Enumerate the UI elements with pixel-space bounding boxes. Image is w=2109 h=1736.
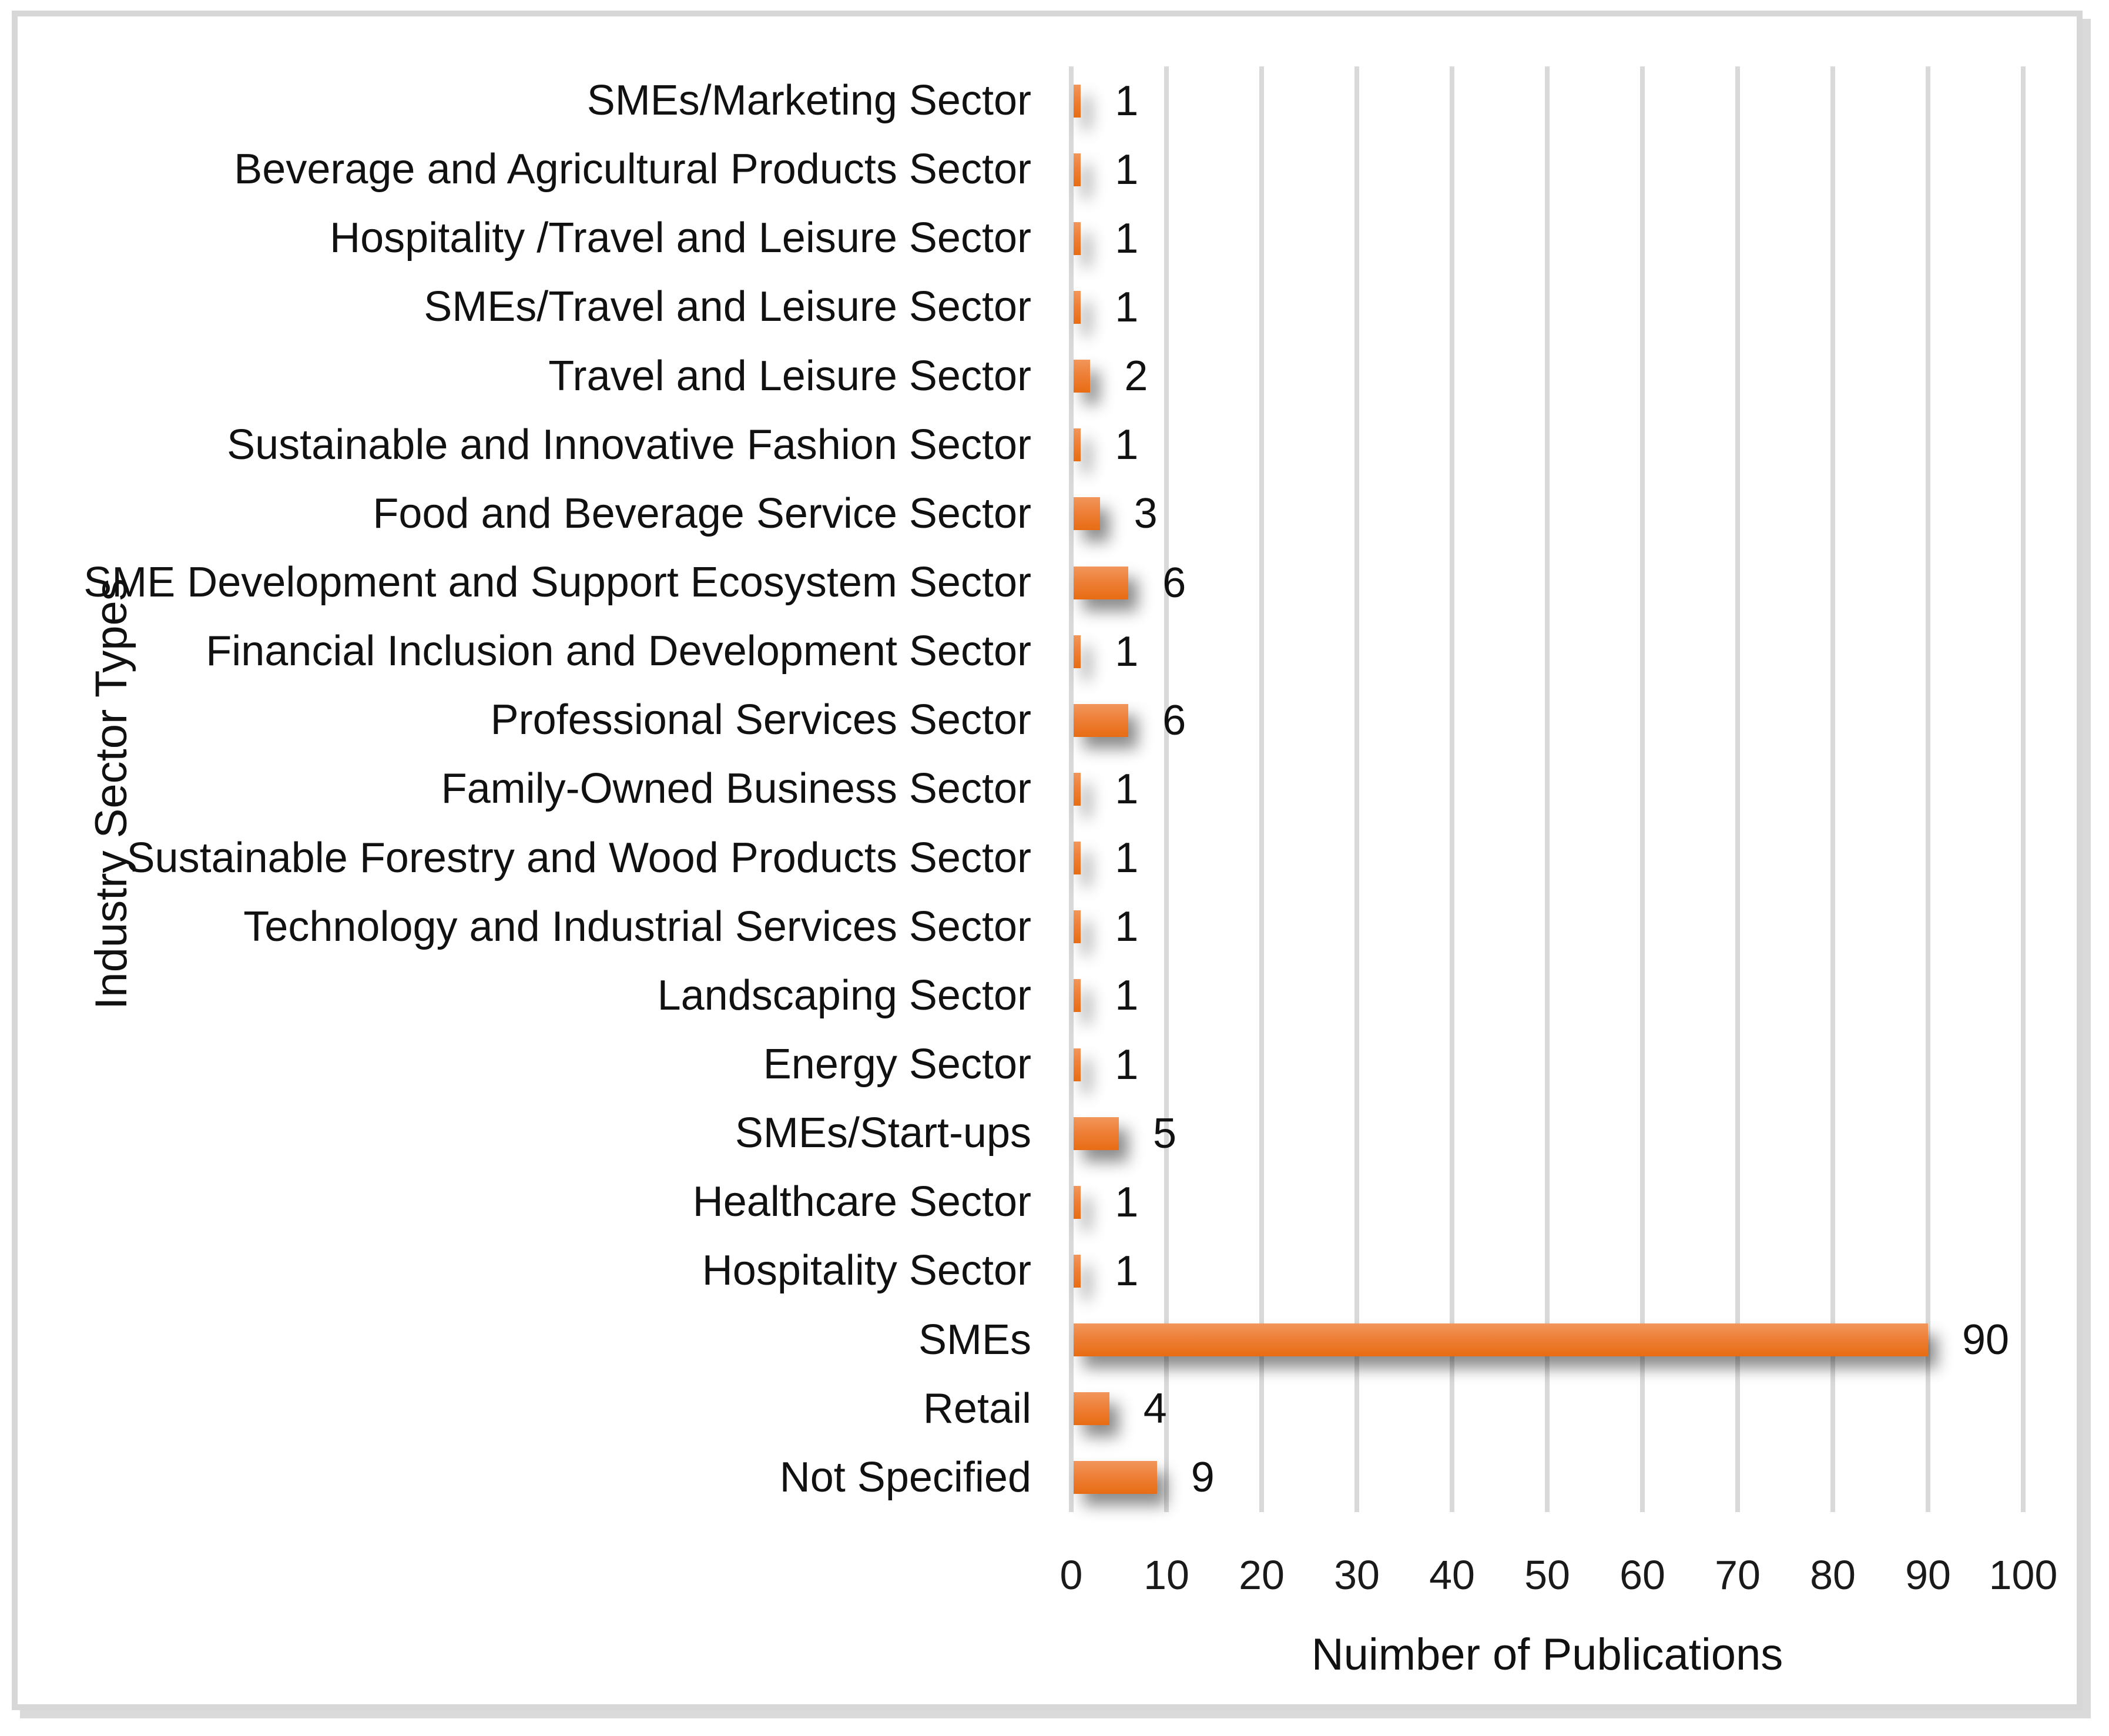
bar-14	[1074, 979, 1081, 1013]
x-tick-label: 40	[1429, 1552, 1475, 1598]
gridline-x-0	[1069, 66, 1074, 1512]
category-label: Retail	[923, 1385, 1031, 1432]
category-label: Technology and Industrial Services Secto…	[243, 903, 1031, 950]
bar-16	[1074, 1117, 1119, 1150]
x-tick-label: 80	[1810, 1552, 1856, 1598]
bar-18	[1074, 1255, 1081, 1288]
value-label: 6	[1162, 696, 1186, 744]
x-tick-label: 50	[1524, 1552, 1570, 1598]
bar-15	[1074, 1048, 1081, 1081]
x-tick-label: 0	[1059, 1552, 1083, 1598]
value-label: 1	[1115, 835, 1139, 882]
value-label: 1	[1115, 146, 1139, 193]
bar-4	[1074, 291, 1081, 324]
bar-1	[1074, 84, 1081, 118]
bar-10	[1074, 703, 1129, 737]
gridline-x-100	[2021, 66, 2026, 1512]
bar-21	[1074, 1461, 1157, 1494]
category-label: Food and Beverage Service Sector	[373, 490, 1031, 537]
bar-9	[1074, 635, 1081, 668]
value-label: 2	[1124, 353, 1148, 400]
value-label: 9	[1191, 1454, 1215, 1502]
value-label: 1	[1115, 1178, 1139, 1226]
category-label: Professional Services Sector	[490, 696, 1031, 744]
gridline-x-20	[1259, 66, 1264, 1512]
value-label: 4	[1143, 1385, 1167, 1433]
category-label: SMEs/Start-ups	[735, 1110, 1031, 1157]
bar-7	[1074, 497, 1100, 531]
bar-12	[1074, 842, 1081, 875]
value-label: 90	[1962, 1316, 2010, 1364]
value-label: 5	[1153, 1110, 1177, 1157]
category-label: Energy Sector	[763, 1041, 1031, 1088]
value-label: 1	[1115, 903, 1139, 951]
bar-17	[1074, 1185, 1081, 1219]
category-label: Sustainable and Innovative Fashion Secto…	[227, 421, 1031, 468]
bar-5	[1074, 360, 1091, 393]
category-label: SME Development and Support Ecosystem Se…	[83, 559, 1031, 606]
gridline-x-40	[1450, 66, 1454, 1512]
bar-11	[1074, 773, 1081, 806]
bar-8	[1074, 566, 1129, 599]
x-tick-label: 90	[1905, 1552, 1951, 1598]
category-label: Financial Inclusion and Development Sect…	[206, 628, 1031, 675]
value-label: 1	[1115, 77, 1139, 125]
bar-20	[1074, 1392, 1109, 1426]
gridline-x-60	[1640, 66, 1645, 1512]
value-label: 3	[1134, 490, 1158, 538]
category-label: Beverage and Agricultural Products Secto…	[234, 146, 1031, 193]
value-label: 1	[1115, 421, 1139, 469]
gridline-x-50	[1545, 66, 1550, 1512]
bar-2	[1074, 153, 1081, 186]
gridline-x-70	[1735, 66, 1740, 1512]
value-label: 1	[1115, 1248, 1139, 1295]
gridline-x-80	[1830, 66, 1835, 1512]
value-label: 1	[1115, 766, 1139, 813]
gridline-x-90	[1926, 66, 1930, 1512]
bar-19	[1074, 1323, 1928, 1357]
category-label: SMEs	[918, 1316, 1031, 1363]
category-label: Travel and Leisure Sector	[548, 352, 1031, 400]
category-label: Hospitality Sector	[702, 1247, 1031, 1295]
category-label: Hospitality /Travel and Leisure Sector	[330, 215, 1031, 262]
value-label: 1	[1115, 972, 1139, 1020]
bar-3	[1074, 222, 1081, 255]
x-tick-label: 20	[1239, 1552, 1285, 1598]
value-label: 6	[1162, 559, 1186, 606]
bar-13	[1074, 910, 1081, 944]
value-label: 1	[1115, 628, 1139, 675]
gridline-x-30	[1354, 66, 1359, 1512]
category-label: SMEs/Travel and Leisure Sector	[424, 283, 1031, 331]
x-tick-label: 30	[1334, 1552, 1380, 1598]
category-label: SMEs/Marketing Sector	[586, 77, 1031, 124]
gridline-x-10	[1164, 66, 1169, 1512]
bar-6	[1074, 428, 1081, 462]
category-label: Not Specified	[779, 1453, 1031, 1501]
category-label: Sustainable Forestry and Wood Products S…	[126, 834, 1031, 882]
value-label: 1	[1115, 284, 1139, 331]
category-label: Landscaping Sector	[657, 971, 1031, 1019]
value-label: 1	[1115, 215, 1139, 262]
category-label: Family-Owned Business Sector	[441, 765, 1031, 813]
x-tick-label: 10	[1144, 1552, 1189, 1598]
x-tick-label: 60	[1620, 1552, 1665, 1598]
value-label: 1	[1115, 1041, 1139, 1088]
x-tick-label: 100	[1989, 1552, 2058, 1598]
category-label: Healthcare Sector	[692, 1178, 1031, 1226]
x-axis-title: Nuimber of Publications	[1311, 1630, 1783, 1680]
x-tick-label: 70	[1715, 1552, 1761, 1598]
y-axis-title: Industry Sector Types	[86, 578, 136, 1010]
